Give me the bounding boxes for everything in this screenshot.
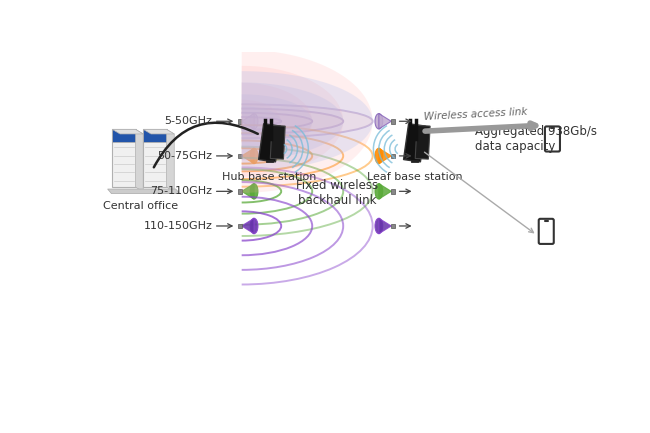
FancyBboxPatch shape [545, 126, 560, 152]
Polygon shape [242, 71, 372, 171]
FancyBboxPatch shape [112, 129, 135, 187]
FancyBboxPatch shape [238, 119, 242, 123]
Text: Aggregated 938Gb/s
data capacity: Aggregated 938Gb/s data capacity [475, 125, 597, 153]
FancyBboxPatch shape [539, 219, 554, 244]
Polygon shape [242, 104, 372, 138]
FancyBboxPatch shape [259, 124, 281, 162]
Text: 110-150GHz: 110-150GHz [144, 221, 212, 231]
Polygon shape [242, 109, 343, 134]
Text: 5-50GHz: 5-50GHz [164, 116, 212, 126]
Polygon shape [242, 94, 312, 148]
Polygon shape [242, 100, 281, 143]
Polygon shape [242, 218, 254, 234]
Polygon shape [242, 117, 281, 126]
Ellipse shape [250, 113, 258, 129]
FancyBboxPatch shape [143, 129, 166, 142]
FancyBboxPatch shape [391, 189, 395, 194]
Polygon shape [242, 82, 343, 160]
Ellipse shape [375, 113, 383, 129]
FancyBboxPatch shape [404, 124, 426, 162]
Polygon shape [135, 129, 143, 192]
Polygon shape [379, 184, 391, 199]
Polygon shape [108, 189, 179, 194]
Polygon shape [242, 184, 254, 199]
FancyBboxPatch shape [238, 189, 242, 194]
Ellipse shape [250, 148, 258, 164]
Ellipse shape [375, 184, 383, 199]
Polygon shape [379, 218, 391, 234]
Text: 50-75GHz: 50-75GHz [157, 151, 212, 161]
Polygon shape [242, 113, 254, 129]
Polygon shape [166, 129, 174, 192]
Polygon shape [242, 113, 312, 130]
Ellipse shape [250, 184, 258, 199]
Polygon shape [242, 66, 343, 177]
FancyBboxPatch shape [391, 154, 395, 158]
Polygon shape [112, 129, 143, 134]
Text: Wireless access link: Wireless access link [424, 107, 528, 122]
Ellipse shape [250, 218, 258, 234]
Polygon shape [242, 106, 281, 136]
Text: Hub base station: Hub base station [222, 172, 317, 182]
Ellipse shape [375, 218, 383, 234]
FancyBboxPatch shape [391, 119, 395, 123]
Polygon shape [242, 148, 254, 164]
FancyBboxPatch shape [143, 129, 166, 187]
Polygon shape [379, 148, 391, 164]
FancyBboxPatch shape [112, 129, 135, 142]
FancyBboxPatch shape [238, 224, 242, 228]
Polygon shape [143, 129, 174, 134]
FancyBboxPatch shape [238, 154, 242, 158]
Text: Fixed wireless
backhaul link: Fixed wireless backhaul link [296, 179, 378, 207]
FancyBboxPatch shape [415, 126, 430, 159]
Text: 75-110GHz: 75-110GHz [150, 186, 212, 196]
Polygon shape [242, 50, 372, 193]
Ellipse shape [375, 148, 383, 164]
Text: Leaf base station: Leaf base station [367, 172, 462, 182]
Polygon shape [379, 113, 391, 129]
Text: Central office: Central office [103, 200, 179, 210]
FancyBboxPatch shape [391, 224, 395, 228]
FancyBboxPatch shape [270, 126, 285, 159]
Polygon shape [242, 83, 312, 160]
